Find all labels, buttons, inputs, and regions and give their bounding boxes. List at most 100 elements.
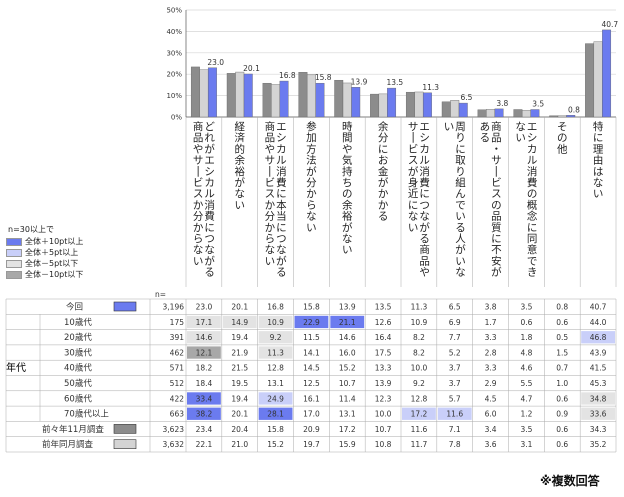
category-char: つ [276,233,287,245]
table-cell: 19.4 [231,394,248,403]
data-label: 6.5 [461,93,473,102]
table-cell: 17.1 [196,318,213,327]
highlight-cell [258,407,293,420]
category-char: 理 [593,143,604,155]
bar [602,29,612,118]
row-n: 391 [170,333,185,342]
highlight-cell [581,407,615,420]
table-cell: 1.5 [556,348,568,357]
category-label: その他 [557,121,568,155]
category-char: 的 [235,142,246,155]
category-char: 間 [342,132,353,144]
category-char: 消 [419,165,430,178]
bar [441,101,451,118]
category-char: 費 [527,176,538,189]
table-cell: 4.7 [520,394,532,403]
bar [513,109,523,118]
row-n: 3,196 [163,303,185,312]
table-cell: 33.6 [590,410,607,419]
category-char: カ [419,143,430,155]
category-char: 余 [342,198,353,211]
category-char: や [265,143,276,155]
category-char: | [411,131,415,143]
category-char: か [378,199,389,211]
y-tick-label: 10% [166,92,182,100]
legend-item-plus5: 全体＋5pt以上 [6,247,108,258]
category-char: に [408,199,419,211]
category-char: か [265,199,276,211]
category-char: な [193,244,204,256]
table-cell: 10.0 [411,364,428,373]
category-char: サ [491,155,502,167]
category-char: 商 [419,243,430,256]
category-char: つ [419,199,430,211]
category-char: に [455,143,466,155]
legend-label: 全体－5pt以下 [25,259,79,268]
category-char: な [419,211,430,223]
group-label: 年代 [6,361,26,374]
category-char: な [235,188,246,200]
row-swatch [113,439,137,450]
category-char: い [455,255,466,267]
table-cell: 13.1 [339,410,356,419]
category-char: れ [204,132,215,144]
category-char: 品 [419,255,430,267]
table-cell: 11.6 [411,425,428,434]
table-cell: 0.7 [556,364,568,373]
table-cell: 1.0 [556,379,568,388]
category-char: ど [204,121,215,133]
bar [334,79,344,118]
table-cell: 0.5 [556,333,568,342]
category-char: 分 [193,211,204,223]
category-char: ・ [491,143,502,155]
table-cell: 6.9 [449,318,461,327]
table-cell: 13.9 [375,379,392,388]
row-n: 571 [170,364,185,373]
category-char: る [204,267,215,279]
highlight-cell [581,392,615,405]
highlight-cell [187,392,221,405]
row-label: 40歳代 [64,363,92,374]
category-char: 商 [193,120,204,133]
table-cell: 20.1 [231,410,248,419]
table-cell: 40.7 [590,303,607,312]
table-cell: 19.5 [231,379,248,388]
table-cell: 13.9 [339,303,356,312]
category-char: 近 [408,187,419,200]
category-char: 加 [306,132,317,144]
category-char: の [557,132,568,144]
category-char: な [593,177,604,189]
table-cell: 7.7 [449,333,461,342]
category-char: シ [419,132,430,144]
bar [298,72,308,118]
category-char: サ [193,155,204,167]
table-cell: 3.7 [449,379,461,388]
table-cell: 12.5 [303,379,320,388]
table-cell: 15.9 [339,440,356,449]
category-char: が [378,176,389,189]
category-char: か [193,199,204,211]
bar [226,73,236,118]
category-char: 商 [265,120,276,133]
category-char: ス [265,188,276,200]
category-char: 済 [235,131,246,144]
table-cell: 4.8 [520,348,532,357]
table-cell: 34.3 [590,425,607,434]
y-tick-label: 30% [166,49,182,57]
row-label: 50歳代 [64,378,92,389]
bar [271,84,281,118]
category-char: い [342,244,353,256]
bar [530,109,540,118]
table-cell: 0.6 [556,318,568,327]
table-cell: 16.4 [375,333,392,342]
table-cell: 13.5 [375,303,392,312]
highlight-cell [330,315,365,329]
data-label: 16.8 [279,71,296,80]
table-cell: 15.2 [339,364,356,373]
category-char: ビ [491,177,502,189]
table-cell: 10.7 [375,425,392,434]
category-char: に [419,188,430,200]
category-char: 分 [378,132,389,144]
